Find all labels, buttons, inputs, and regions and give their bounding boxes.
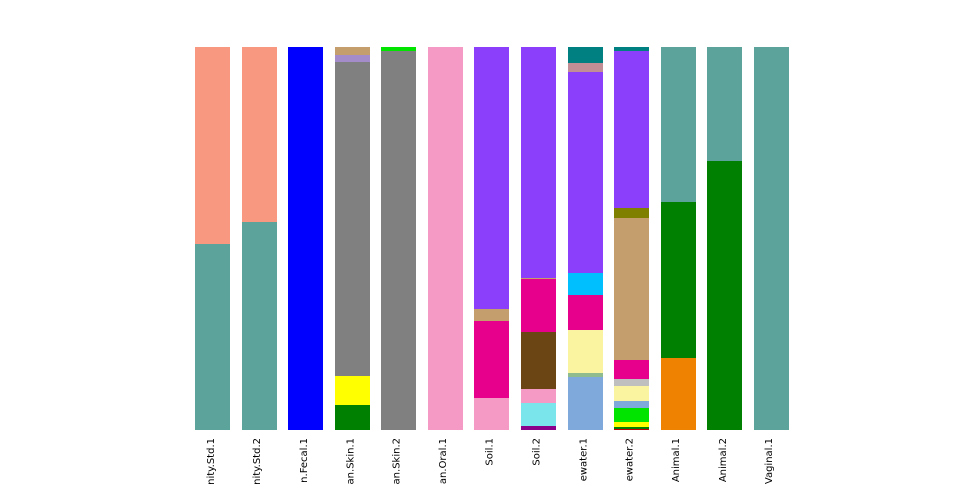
stacked-bar [381, 47, 417, 430]
bar-segment-violet [614, 51, 650, 208]
x-tick-label: an.Skin.1 [345, 438, 357, 485]
bar-segment-gray [381, 50, 417, 430]
stacked-bar [707, 47, 743, 430]
bar-segment-teal [614, 47, 650, 52]
bar-segment-green [660, 201, 696, 358]
bar-segment-blue [288, 47, 324, 430]
bar-segment-tan [614, 217, 650, 360]
bar-segment-cadet_teal [707, 47, 743, 161]
stacked-bar [288, 47, 324, 430]
bar-segment-cadet_teal [195, 243, 230, 430]
x-tick-label: Animal.2 [717, 438, 729, 483]
bar-column: nity.Std.2 [241, 47, 277, 485]
bar-segment-cadet_teal [660, 47, 696, 202]
stacked-bar [427, 47, 463, 430]
bar-column: Animal.1 [660, 47, 696, 482]
bar-segment-pale_yellow [614, 385, 650, 401]
bar-column: ewater.1 [567, 47, 603, 481]
bar-segment-salmon [195, 47, 230, 244]
bar-segment-violet [474, 47, 510, 309]
bar-column: Animal.2 [707, 47, 743, 482]
bar-segment-yellow [334, 375, 370, 406]
bar-segment-violet [567, 72, 603, 274]
bar-segment-magenta [614, 359, 650, 380]
bar-segment-teal [567, 47, 603, 64]
x-tick-label: an.Oral.1 [438, 438, 450, 485]
bar-segment-dark_brown [521, 332, 557, 390]
bar-segment-yellow [614, 422, 650, 427]
x-tick-label: Soil.2 [531, 438, 543, 466]
bar-column: ewater.2 [614, 47, 650, 481]
bar-segment-bright_green [614, 408, 650, 423]
bar-segment-salmon [241, 47, 277, 222]
x-tick-label: nity.Std.1 [205, 438, 217, 485]
bar-segment-magenta [474, 320, 510, 398]
x-tick-label: an.Skin.2 [391, 438, 403, 485]
bar-segment-bright_green [381, 47, 417, 51]
bar-segment-dark_magenta [521, 425, 557, 430]
bar-segment-magenta [567, 294, 603, 330]
bar-column: Vaginal.1 [753, 47, 789, 484]
bar-segment-tan [334, 47, 370, 56]
stacked-bar [660, 47, 696, 430]
bar-column: Soil.2 [521, 47, 557, 466]
bar-segment-green [614, 426, 650, 429]
bar-segment-deep_sky_blue [567, 273, 603, 295]
bar-segment-tan [474, 308, 510, 321]
bar-segment-dark_sea_green [567, 372, 603, 377]
stacked-bar [334, 47, 370, 430]
bar-segment-pink [521, 389, 557, 403]
x-tick-label: Vaginal.1 [764, 438, 776, 485]
bar-segment-green [334, 405, 370, 430]
bar-segment-medium_purple [334, 55, 370, 63]
x-tick-label: n.Fecal.1 [298, 438, 310, 483]
bar-segment-tan [521, 277, 557, 280]
x-tick-label: ewater.2 [624, 438, 636, 482]
bar-column: an.Oral.1 [427, 47, 463, 484]
bar-segment-light_gray [614, 379, 650, 386]
bar-segment-cadet_teal [241, 221, 277, 430]
bar-segment-green [707, 160, 743, 430]
bar-segment-olive [614, 207, 650, 218]
stacked-bar [241, 47, 277, 430]
bar-segment-magenta [521, 279, 557, 333]
bar-segment-orange [660, 357, 696, 430]
x-tick-label: Soil.1 [484, 438, 496, 466]
bar-segment-cornflower [567, 376, 603, 430]
stacked-bar [614, 47, 650, 430]
stacked-bar [521, 47, 557, 430]
bar-segment-pink [474, 397, 510, 430]
stacked-bar [567, 47, 603, 430]
x-tick-label: Animal.1 [671, 438, 683, 483]
bar-column: an.Skin.1 [334, 47, 370, 484]
bar-column: n.Fecal.1 [288, 47, 324, 483]
bar-segment-pink [427, 47, 463, 430]
bar-segment-pale_yellow [567, 329, 603, 373]
bar-segment-dark_red [614, 428, 650, 430]
bar-column: an.Skin.2 [381, 47, 417, 484]
bar-segment-cornflower [614, 400, 650, 409]
plot-area: nity.Std.1 nity.Std.2 n.Fecal.1 an.Skin.1 an… [195, 47, 789, 485]
bar-segment-cadet_teal [753, 47, 789, 430]
bar-column: Soil.1 [474, 47, 510, 466]
bar-column: nity.Std.1 [195, 47, 230, 485]
x-tick-label: nity.Std.2 [252, 438, 264, 485]
stacked-bar [474, 47, 510, 430]
bar-segment-gray [334, 62, 370, 376]
x-tick-label: ewater.1 [578, 438, 590, 482]
bar-segment-rosy_brown [567, 63, 603, 73]
stacked-bar [753, 47, 789, 430]
bar-segment-violet [521, 47, 557, 278]
stacked-bar [195, 47, 230, 430]
bar-segment-turquoise [521, 402, 557, 426]
